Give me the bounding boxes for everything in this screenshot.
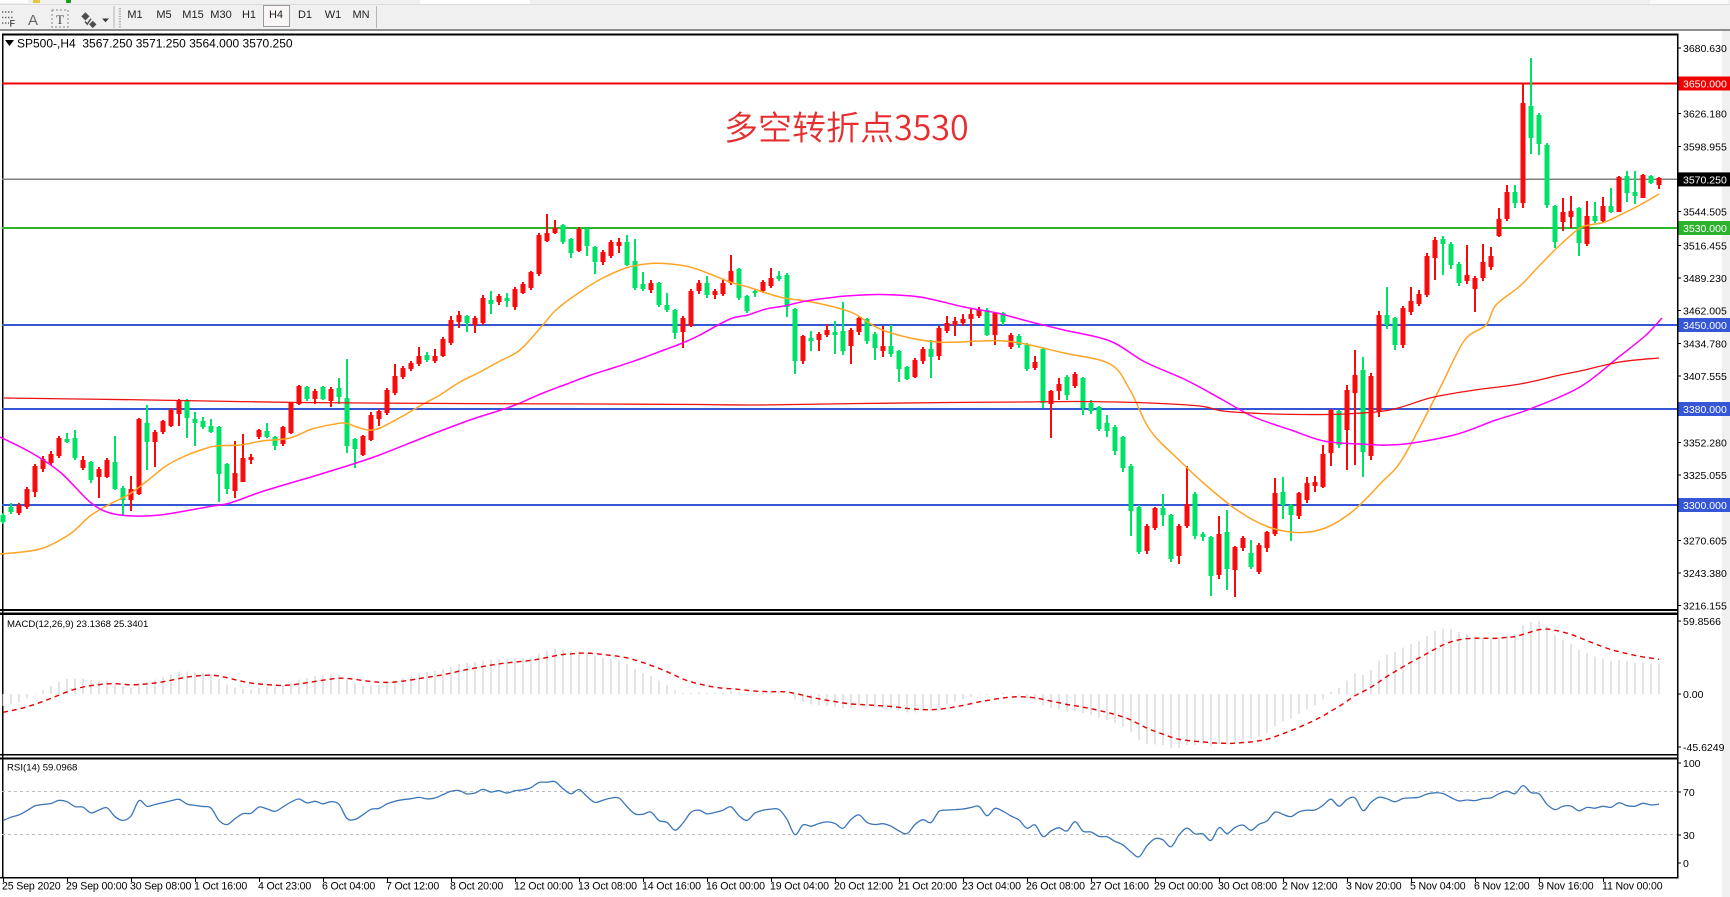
svg-text:A: A — [28, 12, 38, 29]
svg-text:3462.005: 3462.005 — [1683, 306, 1727, 318]
svg-text:3570.250: 3570.250 — [1683, 174, 1727, 186]
svg-text:T: T — [56, 12, 64, 27]
svg-text:3270.605: 3270.605 — [1683, 535, 1727, 547]
svg-text:-45.6249: -45.6249 — [1683, 742, 1725, 754]
svg-text:3352.280: 3352.280 — [1683, 437, 1727, 449]
svg-text:3 Nov 20:00: 3 Nov 20:00 — [1346, 881, 1402, 893]
svg-text:26 Oct 08:00: 26 Oct 08:00 — [1026, 881, 1085, 893]
svg-text:3300.000: 3300.000 — [1683, 500, 1727, 512]
svg-text:3650.000: 3650.000 — [1683, 79, 1727, 91]
svg-text:27 Oct 16:00: 27 Oct 16:00 — [1090, 881, 1149, 893]
svg-text:F: F — [10, 19, 16, 29]
svg-text:3544.505: 3544.505 — [1683, 207, 1727, 219]
svg-text:30: 30 — [1683, 830, 1695, 842]
svg-text:3216.155: 3216.155 — [1683, 601, 1727, 613]
svg-text:14 Oct 16:00: 14 Oct 16:00 — [642, 881, 701, 893]
svg-text:3680.630: 3680.630 — [1683, 43, 1727, 55]
svg-text:8 Oct 20:00: 8 Oct 20:00 — [450, 881, 503, 893]
svg-text:3407.555: 3407.555 — [1683, 371, 1727, 383]
svg-text:3243.380: 3243.380 — [1683, 568, 1727, 580]
svg-text:9 Nov 16:00: 9 Nov 16:00 — [1538, 881, 1594, 893]
svg-text:3530.000: 3530.000 — [1683, 223, 1727, 235]
svg-text:59.8566: 59.8566 — [1683, 616, 1721, 628]
svg-text:25 Sep 2020: 25 Sep 2020 — [2, 881, 61, 893]
svg-text:16 Oct 00:00: 16 Oct 00:00 — [706, 881, 765, 893]
svg-text:7 Oct 12:00: 7 Oct 12:00 — [386, 881, 439, 893]
svg-text:30 Sep 08:00: 30 Sep 08:00 — [130, 881, 191, 893]
svg-text:5 Nov 04:00: 5 Nov 04:00 — [1410, 881, 1466, 893]
svg-text:3598.955: 3598.955 — [1683, 141, 1727, 153]
svg-text:3626.180: 3626.180 — [1683, 109, 1727, 121]
svg-text:3450.000: 3450.000 — [1683, 320, 1727, 332]
svg-text:6 Nov 12:00: 6 Nov 12:00 — [1474, 881, 1530, 893]
svg-text:12 Oct 00:00: 12 Oct 00:00 — [514, 881, 573, 893]
svg-text:RSI(14) 59.0968: RSI(14) 59.0968 — [7, 763, 77, 774]
svg-text:3380.000: 3380.000 — [1683, 404, 1727, 416]
svg-text:0: 0 — [1683, 858, 1689, 870]
svg-text:3489.230: 3489.230 — [1683, 273, 1727, 285]
svg-text:0.00: 0.00 — [1683, 689, 1704, 701]
svg-text:29 Sep 00:00: 29 Sep 00:00 — [66, 881, 127, 893]
svg-text:13 Oct 08:00: 13 Oct 08:00 — [578, 881, 637, 893]
svg-text:6 Oct 04:00: 6 Oct 04:00 — [322, 881, 375, 893]
svg-text:100: 100 — [1683, 758, 1701, 770]
svg-text:29 Oct 00:00: 29 Oct 00:00 — [1154, 881, 1213, 893]
svg-text:30 Oct 08:00: 30 Oct 08:00 — [1218, 881, 1277, 893]
svg-text:MACD(12,26,9) 23.1368 25.3401: MACD(12,26,9) 23.1368 25.3401 — [7, 619, 148, 630]
svg-text:11 Nov 00:00: 11 Nov 00:00 — [1602, 881, 1663, 893]
svg-text:2 Nov 12:00: 2 Nov 12:00 — [1282, 881, 1338, 893]
svg-text:23 Oct 04:00: 23 Oct 04:00 — [962, 881, 1021, 893]
svg-text:21 Oct 20:00: 21 Oct 20:00 — [898, 881, 957, 893]
svg-text:1 Oct 16:00: 1 Oct 16:00 — [194, 881, 247, 893]
svg-text:4 Oct 23:00: 4 Oct 23:00 — [258, 881, 311, 893]
svg-text:3516.455: 3516.455 — [1683, 240, 1727, 252]
svg-text:3325.055: 3325.055 — [1683, 470, 1727, 482]
svg-text:3434.780: 3434.780 — [1683, 338, 1727, 350]
svg-text:19 Oct 04:00: 19 Oct 04:00 — [770, 881, 829, 893]
svg-text:SP500-,H4 3567.250 3571.250 3: SP500-,H4 3567.250 3571.250 3564.000 357… — [17, 37, 293, 51]
svg-text:20 Oct 12:00: 20 Oct 12:00 — [834, 881, 893, 893]
svg-text:70: 70 — [1683, 787, 1695, 799]
